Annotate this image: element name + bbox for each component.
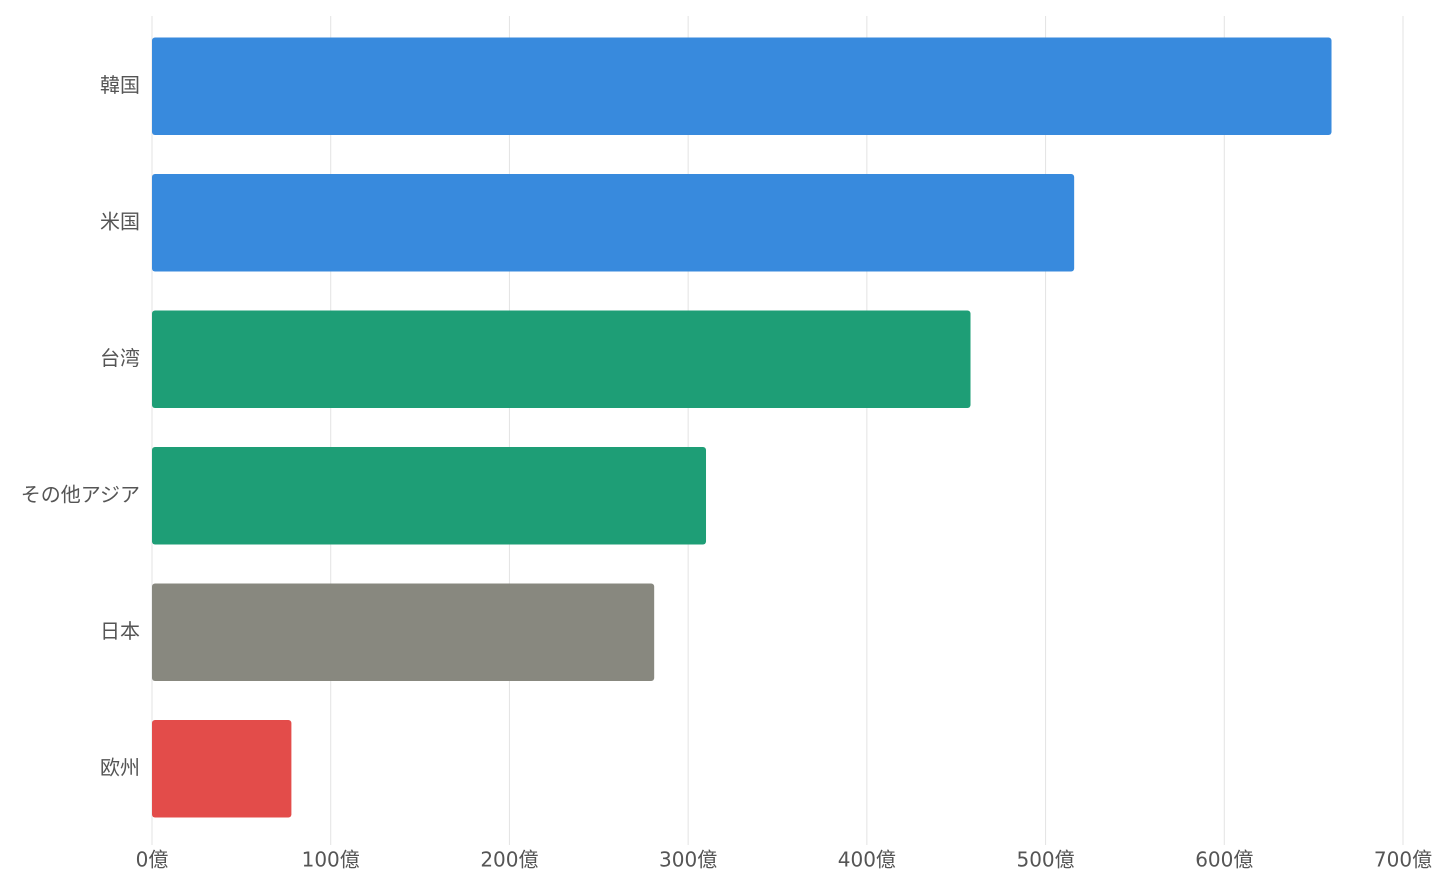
bar (152, 173, 1075, 272)
y-tick-label: 韓国 (100, 73, 140, 97)
x-tick-label: 600億 (1195, 848, 1253, 872)
y-tick-label: 台湾 (100, 346, 140, 370)
x-tick-label: 400億 (838, 848, 896, 872)
y-tick-label: その他アジア (21, 482, 140, 506)
bar (152, 719, 292, 818)
y-tick-label: 欧州 (100, 755, 140, 779)
x-tick-label: 300億 (659, 848, 717, 872)
y-tick-label: 日本 (100, 619, 140, 643)
x-tick-label: 0億 (136, 848, 169, 872)
bar (152, 37, 1332, 136)
y-tick-label: 米国 (100, 209, 140, 233)
bar (152, 583, 655, 682)
bar (152, 310, 971, 409)
x-tick-label: 500億 (1016, 848, 1074, 872)
x-tick-label: 200億 (480, 848, 538, 872)
bar (152, 446, 707, 545)
x-tick-label: 700億 (1374, 848, 1432, 872)
x-tick-label: 100億 (302, 848, 360, 872)
